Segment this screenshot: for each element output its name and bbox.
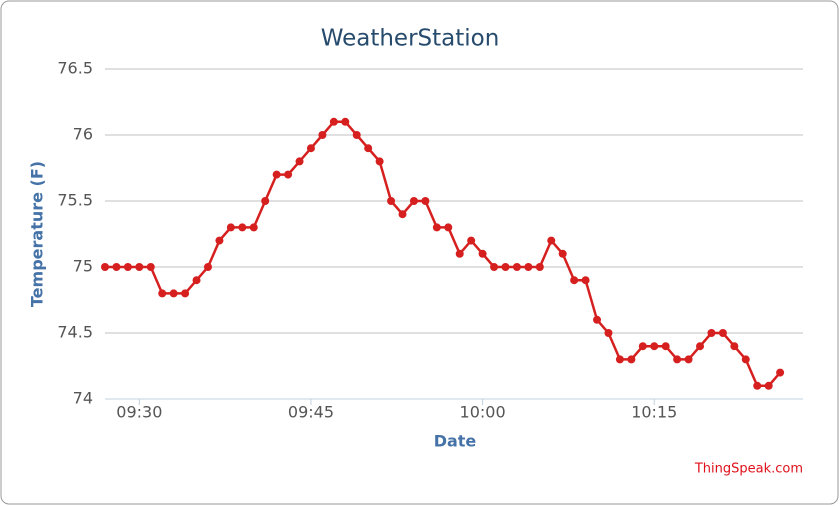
data-point (501, 263, 510, 271)
data-point (444, 223, 453, 232)
data-point (375, 157, 384, 166)
data-point (650, 342, 659, 351)
data-point (226, 223, 235, 232)
data-point (398, 210, 407, 219)
data-point (181, 289, 190, 298)
data-point (570, 276, 579, 285)
data-point (261, 197, 270, 205)
data-point (387, 197, 396, 205)
data-point (753, 381, 762, 390)
data-point (306, 144, 315, 153)
data-point (593, 315, 602, 324)
y-tick-label: 75 (73, 257, 93, 276)
data-point (112, 263, 121, 271)
data-point (329, 117, 338, 126)
chart-title: WeatherStation (321, 26, 500, 52)
data-point (581, 276, 590, 285)
data-point (512, 263, 521, 271)
data-point (421, 197, 430, 205)
data-point (467, 236, 476, 245)
y-axis-label: Temperature (F) (28, 161, 47, 307)
data-point (673, 355, 682, 364)
data-point (455, 249, 464, 258)
data-point (638, 342, 647, 351)
data-point (101, 263, 109, 271)
y-tick-label: 74.5 (57, 323, 93, 342)
data-point (558, 249, 567, 258)
y-tick-label: 75.5 (57, 191, 93, 210)
data-point (284, 170, 293, 179)
x-tick-label: 10:15 (631, 403, 677, 422)
x-axis-label: Date (434, 432, 477, 451)
data-point (352, 131, 361, 139)
data-point (295, 157, 304, 166)
data-point (661, 342, 670, 351)
data-point (364, 144, 373, 153)
data-point (535, 263, 544, 271)
data-point (432, 223, 441, 232)
data-point (318, 131, 327, 139)
data-point (524, 263, 533, 271)
data-point (215, 236, 224, 245)
data-point (718, 329, 727, 337)
y-tick-label: 76 (73, 125, 93, 144)
data-point (741, 355, 750, 364)
credit[interactable]: ThingSpeak.com (694, 462, 803, 477)
data-point (730, 342, 739, 351)
x-tick-label: 10:00 (460, 403, 506, 422)
data-point (272, 170, 281, 179)
y-tick-label: 76.5 (57, 59, 93, 78)
data-point (158, 289, 167, 298)
x-tick-label: 09:45 (288, 403, 334, 422)
data-point (135, 263, 144, 271)
data-point (249, 223, 258, 232)
y-tick-label: 74 (73, 389, 93, 408)
data-point (547, 236, 556, 245)
data-point (604, 329, 613, 337)
data-point (490, 263, 499, 271)
data-point (341, 117, 350, 126)
data-point (192, 276, 201, 285)
x-tick-label: 09:30 (116, 403, 162, 422)
data-point (707, 329, 716, 337)
data-point (409, 197, 418, 205)
data-point (238, 223, 247, 232)
data-point (764, 381, 773, 390)
data-point (123, 263, 132, 271)
data-point (627, 355, 636, 364)
data-point (146, 263, 155, 271)
data-point (615, 355, 624, 364)
data-point (696, 342, 705, 351)
data-point (203, 263, 212, 271)
data-point (776, 368, 785, 377)
data-point (169, 289, 178, 298)
data-point (478, 249, 487, 258)
data-point (684, 355, 693, 364)
